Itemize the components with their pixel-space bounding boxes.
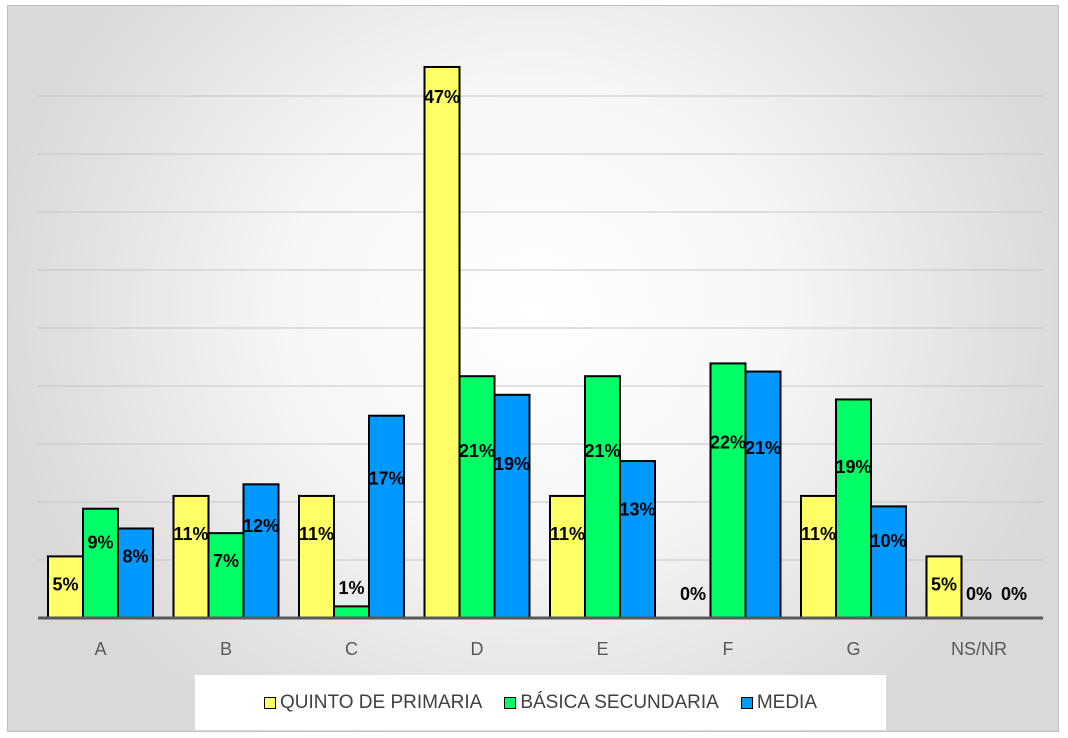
data-label: 19% (494, 454, 530, 474)
data-label: 21% (584, 441, 620, 461)
bar (835, 398, 872, 620)
bar (870, 505, 907, 619)
legend-item-media: MEDIA (740, 691, 818, 714)
bar (800, 494, 837, 619)
category-label: G (846, 639, 860, 659)
bar (117, 527, 154, 619)
data-label: 1% (338, 578, 364, 598)
data-label: 11% (299, 524, 334, 544)
data-label: 5% (52, 574, 78, 594)
data-label: 19% (835, 457, 871, 477)
bar (458, 375, 496, 620)
category-label: E (596, 639, 608, 659)
legend-swatch-media (740, 696, 753, 709)
bar (368, 414, 405, 619)
data-label: 13% (619, 500, 655, 520)
data-label: 17% (368, 468, 404, 488)
legend-item-quinto: QUINTO DE PRIMARIA (263, 691, 483, 714)
data-label: 12% (243, 516, 279, 536)
data-label: 7% (213, 551, 239, 571)
bar (82, 507, 119, 620)
data-label: 5% (931, 574, 957, 594)
data-label: 0% (1001, 584, 1027, 604)
data-label: 0% (680, 584, 706, 604)
category-label: F (723, 639, 734, 659)
bar (744, 370, 782, 619)
category-label: NS/NR (951, 639, 1007, 659)
category-labels: A B C D E F G NS/NR (94, 639, 1007, 659)
data-labels: 5%9%8%11%7%12% 11%1%17%47%21%19%11%21%13%… (52, 87, 1027, 604)
bar (584, 375, 621, 620)
data-label: 47% (424, 87, 460, 107)
bar (207, 532, 245, 620)
gridlines (38, 95, 1043, 561)
legend-label-basica: BÁSICA SECUNDARIA (520, 691, 719, 713)
category-label: B (220, 639, 232, 659)
bar (925, 555, 963, 620)
bar (493, 393, 531, 619)
data-label: 11% (550, 524, 585, 544)
data-label: 21% (459, 441, 495, 461)
legend-label-quinto: QUINTO DE PRIMARIA (279, 691, 483, 713)
legend-swatch-basica (504, 696, 517, 709)
bars (47, 65, 963, 620)
data-label: 11% (801, 524, 836, 544)
data-label: 0% (966, 584, 992, 604)
category-label: D (471, 639, 484, 659)
bar (333, 605, 370, 619)
data-label: 21% (745, 438, 781, 458)
bar (619, 460, 656, 619)
legend-label-media: MEDIA (756, 691, 818, 713)
legend-item-basica: BÁSICA SECUNDARIA (504, 692, 719, 714)
category-label: A (94, 639, 106, 659)
legend: QUINTO DE PRIMARIA BÁSICA SECUNDARIA MED… (195, 675, 886, 730)
bar (172, 494, 210, 619)
bar (549, 494, 586, 619)
category-label: C (345, 639, 358, 659)
data-label: 9% (87, 533, 113, 553)
bar (298, 494, 335, 619)
legend-swatch-quinto (263, 696, 276, 709)
data-label: 10% (870, 531, 906, 551)
bar (423, 65, 461, 620)
data-label: 11% (173, 524, 208, 544)
bar (709, 362, 747, 619)
bar (242, 483, 280, 619)
data-label: 22% (710, 432, 746, 452)
data-label: 8% (122, 546, 148, 566)
